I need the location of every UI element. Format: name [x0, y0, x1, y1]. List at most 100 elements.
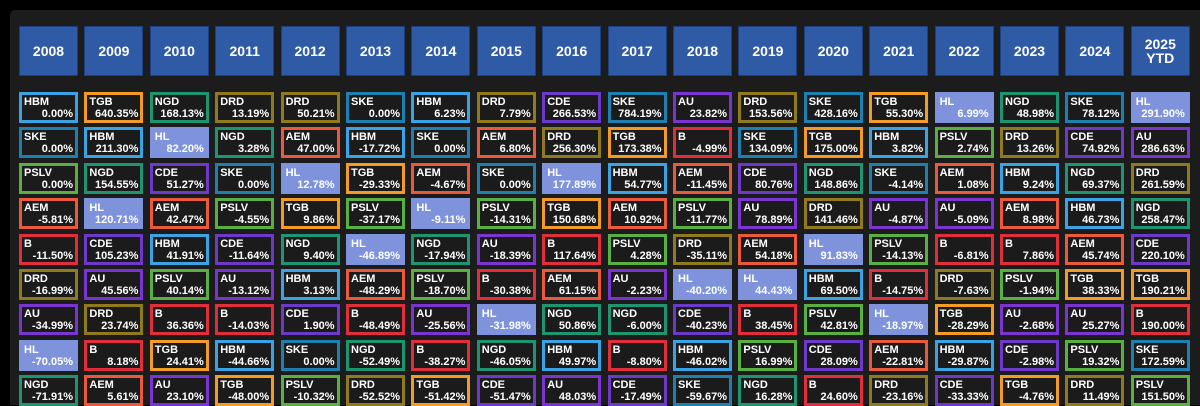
- ticker-cell: TGB -51.42%: [411, 375, 471, 406]
- return-value: 190.00%: [1141, 320, 1185, 333]
- ticker-cell: NGD 16.28%: [738, 375, 798, 406]
- ticker-cell: CDE -17.49%: [607, 375, 667, 406]
- ticker-label: CDE: [547, 96, 571, 108]
- return-value: 19.32%: [1082, 355, 1120, 368]
- ticker-label: AU: [678, 96, 694, 108]
- return-value: 28.09%: [820, 355, 858, 368]
- return-value: 45.74%: [1082, 249, 1120, 262]
- ticker-cell: AU -2.23%: [607, 269, 667, 300]
- return-value: -38.27%: [424, 355, 466, 368]
- ticker-cell: AU 286.63%: [1130, 127, 1190, 159]
- return-value: -14.31%: [489, 214, 531, 227]
- ticker-label: AEM: [939, 166, 965, 179]
- ticker-label: HBM: [351, 131, 377, 144]
- ticker-label: HL: [678, 273, 693, 285]
- ticker-cell: DRD -35.11%: [673, 233, 732, 265]
- ticker-label: AEM: [743, 237, 768, 250]
- return-value: -34.99%: [32, 320, 73, 333]
- ticker-cell: DRD -16.99%: [19, 269, 78, 300]
- ticker-label: DRD: [220, 96, 245, 108]
- ticker-label: HBM: [220, 343, 246, 356]
- ticker-cell: AU -2.68%: [1000, 304, 1059, 336]
- ticker-label: CDE: [481, 379, 506, 392]
- ticker-label: DRD: [1070, 379, 1095, 392]
- return-value: -18.70%: [424, 285, 466, 297]
- ticker-cell: TGB 38.33%: [1065, 269, 1125, 300]
- ticker-label: AEM: [678, 166, 703, 179]
- ticker-label: TGB: [547, 202, 571, 215]
- ticker-label: HL: [89, 202, 105, 215]
- ticker-cell: HBM 3.82%: [869, 127, 929, 159]
- return-value: -48.00%: [228, 391, 270, 404]
- return-value: 24.41%: [166, 355, 204, 368]
- ticker-cell: NGD -17.94%: [411, 233, 471, 265]
- ticker-cell: DRD 256.30%: [542, 127, 602, 159]
- ticker-label: NGD: [285, 237, 311, 250]
- return-value: -48.49%: [359, 320, 400, 333]
- ticker-cell: TGB -48.00%: [215, 375, 275, 406]
- ticker-cell: NGD 9.40%: [280, 233, 340, 265]
- ticker-cell: CDE 74.92%: [1065, 127, 1125, 159]
- return-value: -17.49%: [620, 391, 662, 404]
- ticker-label: DRD: [285, 96, 310, 108]
- return-value: 105.23%: [94, 249, 139, 262]
- ticker-label: HL: [939, 96, 955, 108]
- return-value: -52.49%: [359, 355, 400, 368]
- ticker-cell: PSLV -4.55%: [215, 198, 275, 230]
- ticker-cell: SKE 172.59%: [1130, 339, 1190, 371]
- ticker-cell: PSLV 42.81%: [803, 304, 863, 336]
- return-value: 38.45%: [755, 320, 793, 333]
- return-value: 291.90%: [1141, 108, 1185, 120]
- year-header: 2015: [476, 26, 536, 76]
- return-value: -16.99%: [32, 285, 73, 297]
- ticker-label: PSLV: [1005, 273, 1033, 285]
- return-value: 78.12%: [1082, 108, 1120, 120]
- ticker-label: NGD: [416, 237, 441, 250]
- ticker-label: NGD: [1070, 166, 1095, 179]
- ticker-label: TGB: [220, 379, 244, 392]
- return-value: 172.59%: [1141, 355, 1185, 368]
- return-value: -14.03%: [228, 320, 270, 333]
- ticker-cell: HL 82.20%: [149, 127, 209, 159]
- year-header: 2024: [1065, 26, 1125, 76]
- year-header: 2012: [280, 26, 340, 76]
- ticker-cell: TGB -29.33%: [346, 162, 405, 194]
- ticker-cell: HBM -17.72%: [346, 127, 405, 159]
- ticker-cell: PSLV -11.77%: [673, 198, 732, 230]
- ticker-label: DRD: [89, 308, 114, 321]
- return-value: -17.94%: [424, 249, 466, 262]
- ticker-label: NGD: [351, 343, 376, 356]
- return-value: 61.15%: [558, 285, 597, 297]
- ticker-label: PSLV: [481, 202, 510, 215]
- ticker-label: AEM: [351, 273, 376, 285]
- ticker-cell: HL -31.98%: [476, 304, 536, 336]
- return-value: -46.05%: [489, 355, 531, 368]
- ticker-label: SKE: [1070, 96, 1094, 108]
- return-value: 23.10%: [166, 391, 204, 404]
- ticker-cell: PSLV 40.14%: [149, 269, 209, 300]
- ticker-cell: NGD 48.98%: [1000, 92, 1059, 123]
- ticker-label: HBM: [1005, 166, 1031, 179]
- return-value: 24.60%: [820, 391, 858, 404]
- ticker-cell: NGD -71.91%: [19, 375, 78, 406]
- ticker-label: SKE: [678, 379, 701, 392]
- ticker-label: HBM: [416, 96, 442, 108]
- return-value: 54.77%: [624, 178, 662, 191]
- return-value: 4.28%: [630, 249, 662, 262]
- return-value: 7.79%: [499, 108, 531, 120]
- ticker-label: NGD: [743, 379, 768, 392]
- ticker-label: TGB: [89, 96, 113, 108]
- ticker-cell: AU 25.27%: [1065, 304, 1125, 336]
- return-value: 286.63%: [1141, 143, 1185, 156]
- return-value: -71.91%: [32, 391, 73, 404]
- ticker-label: AU: [743, 202, 760, 215]
- ticker-label: B: [808, 379, 817, 392]
- return-value: 42.47%: [166, 214, 204, 227]
- return-value: -14.75%: [882, 285, 924, 297]
- ticker-label: DRD: [351, 379, 375, 392]
- ticker-label: SKE: [481, 166, 505, 179]
- ticker-label: HBM: [874, 131, 900, 144]
- ticker-label: TGB: [874, 96, 898, 108]
- ticker-cell: DRD 13.19%: [215, 92, 275, 123]
- ticker-cell: B -11.50%: [19, 233, 78, 265]
